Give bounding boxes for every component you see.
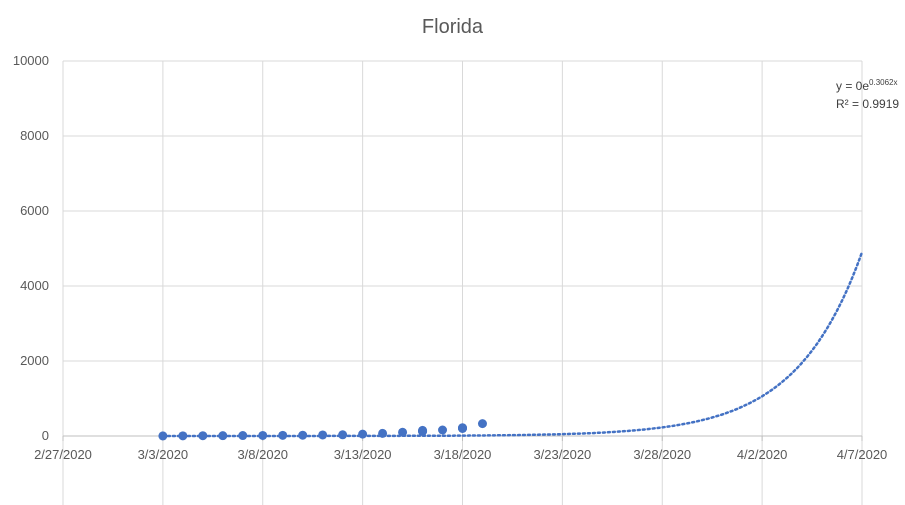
data-point [338, 430, 348, 440]
x-tick-label: 3/28/2020 [633, 447, 691, 462]
data-point [458, 423, 467, 433]
y-tick-label: 10000 [13, 53, 49, 68]
x-tick-label: 2/27/2020 [34, 447, 92, 462]
trendline-formula: y = 0e [836, 79, 870, 93]
data-point [238, 431, 248, 441]
data-point [438, 425, 448, 435]
trendline-curve [161, 251, 864, 438]
y-tick-label: 4000 [20, 278, 49, 293]
data-point [258, 430, 268, 440]
data-point [378, 428, 388, 438]
x-tick-label: 3/23/2020 [533, 447, 591, 462]
y-tick-label: 8000 [20, 128, 49, 143]
tick-labels: 0 2000 4000 6000 8000 10000 2/27/2020 3/3/2020 3… [13, 53, 887, 462]
data-point [278, 430, 288, 440]
data-point [198, 431, 208, 441]
data-point [158, 431, 168, 441]
data-point [418, 425, 428, 435]
x-tick-label: 3/8/2020 [237, 447, 288, 462]
x-tick-label: 3/18/2020 [434, 447, 492, 462]
data-points [158, 419, 487, 441]
data-point [358, 429, 368, 439]
x-tick-label: 4/2/2020 [737, 447, 788, 462]
x-tick-label: 3/13/2020 [334, 447, 392, 462]
trendline-exponent: 0.3062x [869, 78, 898, 87]
chart-title: Florida [421, 16, 484, 38]
data-point [218, 431, 228, 441]
y-tick-label: 0 [42, 428, 49, 443]
trendline-equation: y = 0e0.3062x R² = 0.9919 [836, 74, 899, 113]
data-point [477, 419, 487, 429]
data-point [178, 431, 188, 441]
trendline [161, 251, 864, 438]
y-tick-label: 6000 [20, 203, 49, 218]
data-point [298, 430, 308, 440]
trendline-r-squared: R² = 0.9919 [836, 97, 900, 111]
x-tick-label: 3/3/2020 [138, 447, 189, 462]
data-point [318, 430, 328, 440]
y-tick-label: 2000 [20, 353, 49, 368]
x-tick-label: 4/7/2020 [837, 447, 888, 462]
data-point [398, 427, 408, 437]
